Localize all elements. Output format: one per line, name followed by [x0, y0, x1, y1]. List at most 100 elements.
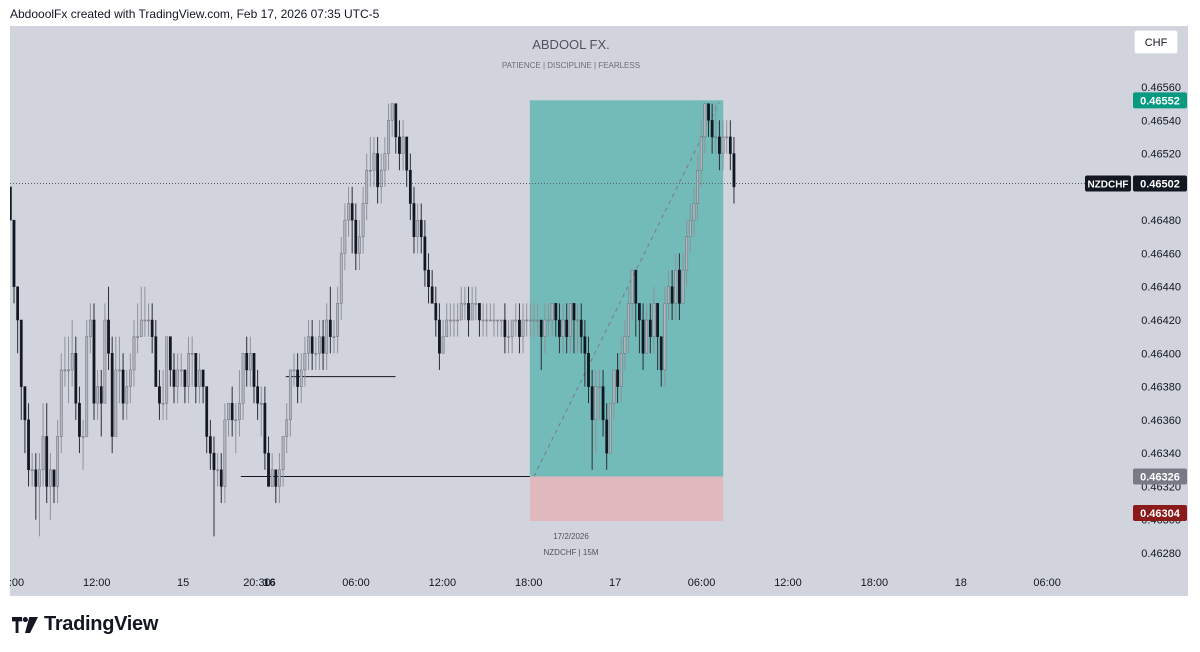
candle[interactable] — [103, 303, 107, 404]
candle[interactable] — [554, 303, 558, 337]
candle[interactable] — [59, 353, 63, 454]
candle[interactable] — [401, 120, 405, 171]
candle[interactable] — [19, 319, 23, 420]
candle[interactable] — [630, 269, 634, 320]
candle[interactable] — [612, 369, 616, 420]
candle[interactable] — [518, 303, 521, 354]
candle[interactable] — [187, 336, 190, 404]
candle[interactable] — [183, 369, 187, 404]
candle[interactable] — [670, 270, 674, 320]
candle[interactable] — [416, 203, 419, 254]
candle[interactable] — [547, 303, 550, 337]
candle[interactable] — [132, 320, 136, 387]
candle[interactable] — [412, 186, 416, 254]
candle[interactable] — [441, 320, 445, 354]
candle[interactable] — [99, 369, 103, 437]
candle[interactable] — [128, 353, 132, 404]
candle[interactable] — [332, 320, 336, 354]
candle[interactable] — [641, 303, 645, 370]
candle[interactable] — [543, 303, 547, 354]
candle[interactable] — [470, 286, 474, 321]
candle[interactable] — [699, 120, 703, 187]
candle[interactable] — [405, 136, 409, 187]
candle[interactable] — [532, 303, 536, 337]
candle[interactable] — [499, 319, 503, 337]
candle[interactable] — [398, 120, 401, 171]
candle[interactable] — [485, 303, 489, 337]
candle[interactable] — [478, 303, 481, 337]
candle[interactable] — [365, 153, 369, 221]
candle[interactable] — [16, 286, 20, 354]
candle[interactable] — [459, 286, 463, 321]
candle[interactable] — [663, 286, 667, 387]
candle[interactable] — [110, 336, 114, 454]
candle[interactable] — [41, 403, 45, 487]
candle[interactable] — [710, 103, 714, 154]
candle[interactable] — [481, 303, 485, 337]
candle[interactable] — [314, 336, 318, 370]
candle[interactable] — [510, 319, 514, 354]
candle[interactable] — [10, 186, 12, 221]
candle[interactable] — [190, 336, 194, 387]
candle[interactable] — [536, 303, 539, 337]
candle[interactable] — [514, 303, 518, 337]
candle[interactable] — [572, 303, 576, 354]
candle[interactable] — [307, 320, 310, 370]
candle[interactable] — [721, 120, 725, 171]
candle[interactable] — [376, 136, 379, 204]
candle[interactable] — [718, 120, 721, 171]
candle[interactable] — [448, 303, 452, 337]
candle[interactable] — [216, 453, 219, 487]
candle[interactable] — [728, 120, 732, 171]
candle[interactable] — [114, 336, 118, 437]
candle[interactable] — [70, 320, 74, 387]
candle[interactable] — [205, 386, 209, 454]
candle[interactable] — [212, 436, 216, 537]
candle[interactable] — [452, 303, 456, 337]
candle[interactable] — [350, 186, 354, 254]
candle[interactable] — [372, 136, 376, 187]
candle[interactable] — [161, 369, 165, 420]
candle[interactable] — [288, 369, 292, 437]
candle[interactable] — [648, 303, 652, 354]
candle[interactable] — [179, 353, 183, 387]
candle[interactable] — [685, 220, 689, 287]
candle[interactable] — [430, 270, 434, 304]
candle[interactable] — [507, 320, 510, 354]
candle[interactable] — [616, 353, 619, 404]
candle[interactable] — [438, 303, 441, 370]
candle[interactable] — [63, 336, 67, 387]
candle[interactable] — [634, 269, 638, 337]
candle[interactable] — [568, 303, 572, 354]
candle[interactable] — [96, 369, 100, 420]
candle[interactable] — [558, 303, 561, 354]
candle[interactable] — [354, 203, 358, 271]
candle[interactable] — [281, 436, 285, 487]
candle[interactable] — [154, 320, 158, 387]
candle[interactable] — [703, 103, 707, 154]
candle[interactable] — [688, 203, 692, 254]
candle[interactable] — [107, 286, 110, 370]
candle[interactable] — [714, 103, 718, 154]
candle[interactable] — [52, 469, 56, 504]
candle[interactable] — [692, 186, 696, 237]
price-chart[interactable]: ABDOOL FX. PATIENCE | DISCIPLINE | FEARLE… — [10, 26, 1188, 596]
candle[interactable] — [390, 103, 394, 137]
candle[interactable] — [292, 353, 296, 387]
candle[interactable] — [274, 469, 278, 504]
candle[interactable] — [488, 303, 492, 322]
candle[interactable] — [27, 403, 30, 487]
candle[interactable] — [594, 369, 598, 454]
candle[interactable] — [121, 353, 125, 420]
candle[interactable] — [394, 103, 398, 154]
candle[interactable] — [139, 286, 143, 337]
candle[interactable] — [379, 153, 383, 204]
candle[interactable] — [605, 403, 609, 470]
candle[interactable] — [125, 369, 129, 420]
candle[interactable] — [92, 303, 96, 420]
candle[interactable] — [23, 386, 27, 454]
candle[interactable] — [296, 353, 299, 404]
candle[interactable] — [678, 253, 681, 320]
candle[interactable] — [267, 436, 270, 487]
candle[interactable] — [561, 303, 565, 354]
